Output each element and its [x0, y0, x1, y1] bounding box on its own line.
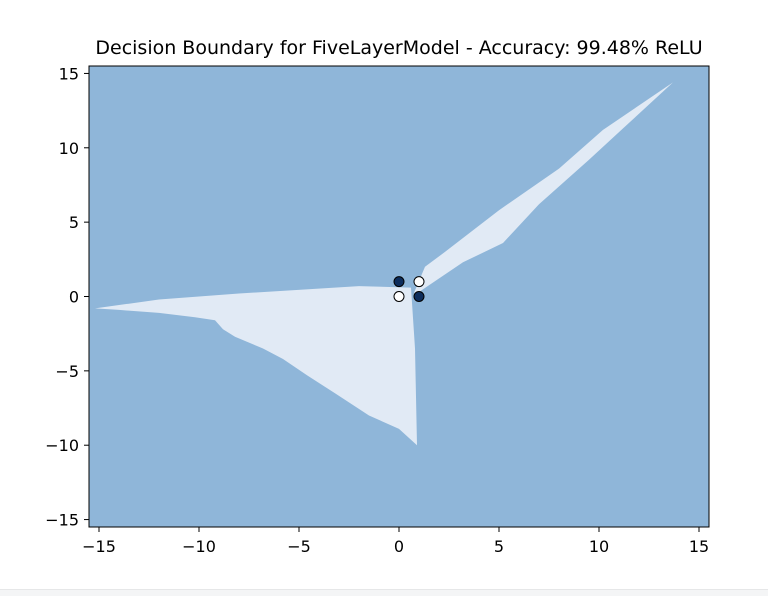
data-point-class-1 — [393, 291, 405, 302]
y-tick-label: −15 — [45, 511, 79, 530]
data-points — [393, 276, 425, 302]
x-tick-label: 5 — [494, 537, 504, 556]
x-tick-label: −5 — [287, 537, 311, 556]
chart-title: Decision Boundary for FiveLayerModel - A… — [95, 37, 702, 59]
x-tick-label: 0 — [394, 537, 404, 556]
x-tick-label: −15 — [82, 537, 116, 556]
decision-regions — [89, 66, 709, 527]
y-tick-label: −10 — [45, 436, 79, 455]
y-tick-label: 15 — [59, 64, 79, 83]
x-axis-ticks: −15 −10 −5 0 5 10 15 — [82, 527, 709, 556]
y-tick-label: 10 — [59, 139, 79, 158]
class-1-region-1 — [95, 286, 417, 446]
x-tick-label: −10 — [182, 537, 216, 556]
data-point-class-0 — [393, 276, 405, 288]
y-tick-label: 0 — [69, 288, 79, 307]
y-tick-label: 5 — [69, 213, 79, 232]
x-tick-label: 15 — [689, 537, 709, 556]
window-bottom-strip — [0, 589, 768, 596]
class-1-region-2 — [414, 82, 673, 293]
data-point-class-0 — [413, 291, 425, 302]
y-tick-label: −5 — [55, 362, 79, 381]
x-tick-label: 10 — [589, 537, 609, 556]
data-point-class-1 — [413, 276, 425, 288]
y-axis-ticks: −15 −10 −5 0 5 10 15 — [45, 64, 89, 530]
